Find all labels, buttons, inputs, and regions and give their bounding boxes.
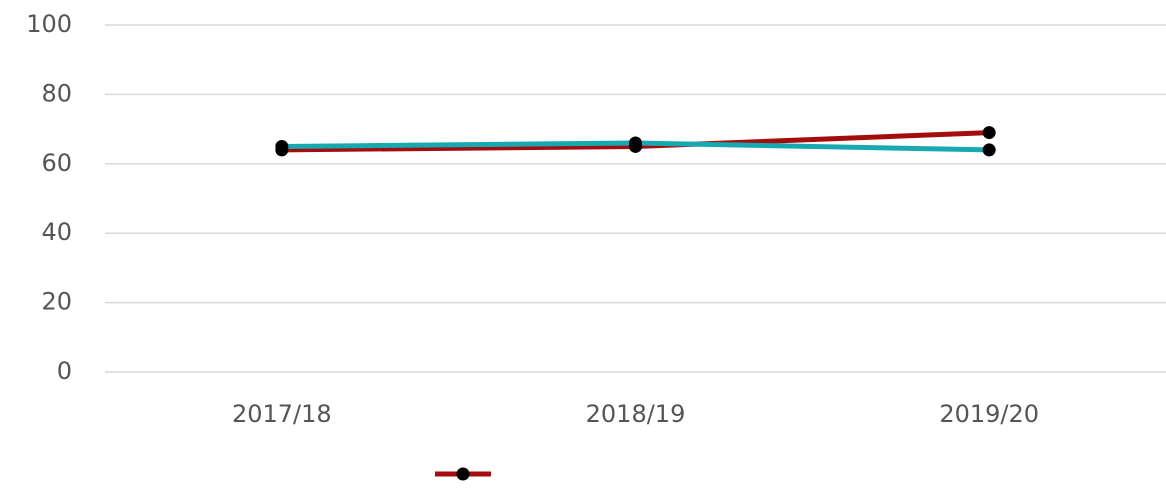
data-point — [982, 143, 996, 157]
data-point — [982, 126, 996, 140]
y-tick-label: 80 — [41, 79, 72, 107]
y-tick-label: 100 — [26, 10, 72, 38]
y-tick-label: 40 — [41, 218, 72, 246]
data-point — [629, 136, 642, 150]
x-tick-label: 2018/19 — [586, 400, 686, 428]
y-tick-label: 20 — [41, 288, 72, 316]
x-tick-label: 2019/20 — [939, 400, 1039, 428]
y-tick-label: 0 — [57, 357, 72, 385]
legend-marker — [456, 467, 470, 481]
data-point — [275, 139, 289, 153]
x-tick-label: 2017/18 — [232, 400, 332, 428]
y-tick-label: 60 — [41, 149, 72, 177]
